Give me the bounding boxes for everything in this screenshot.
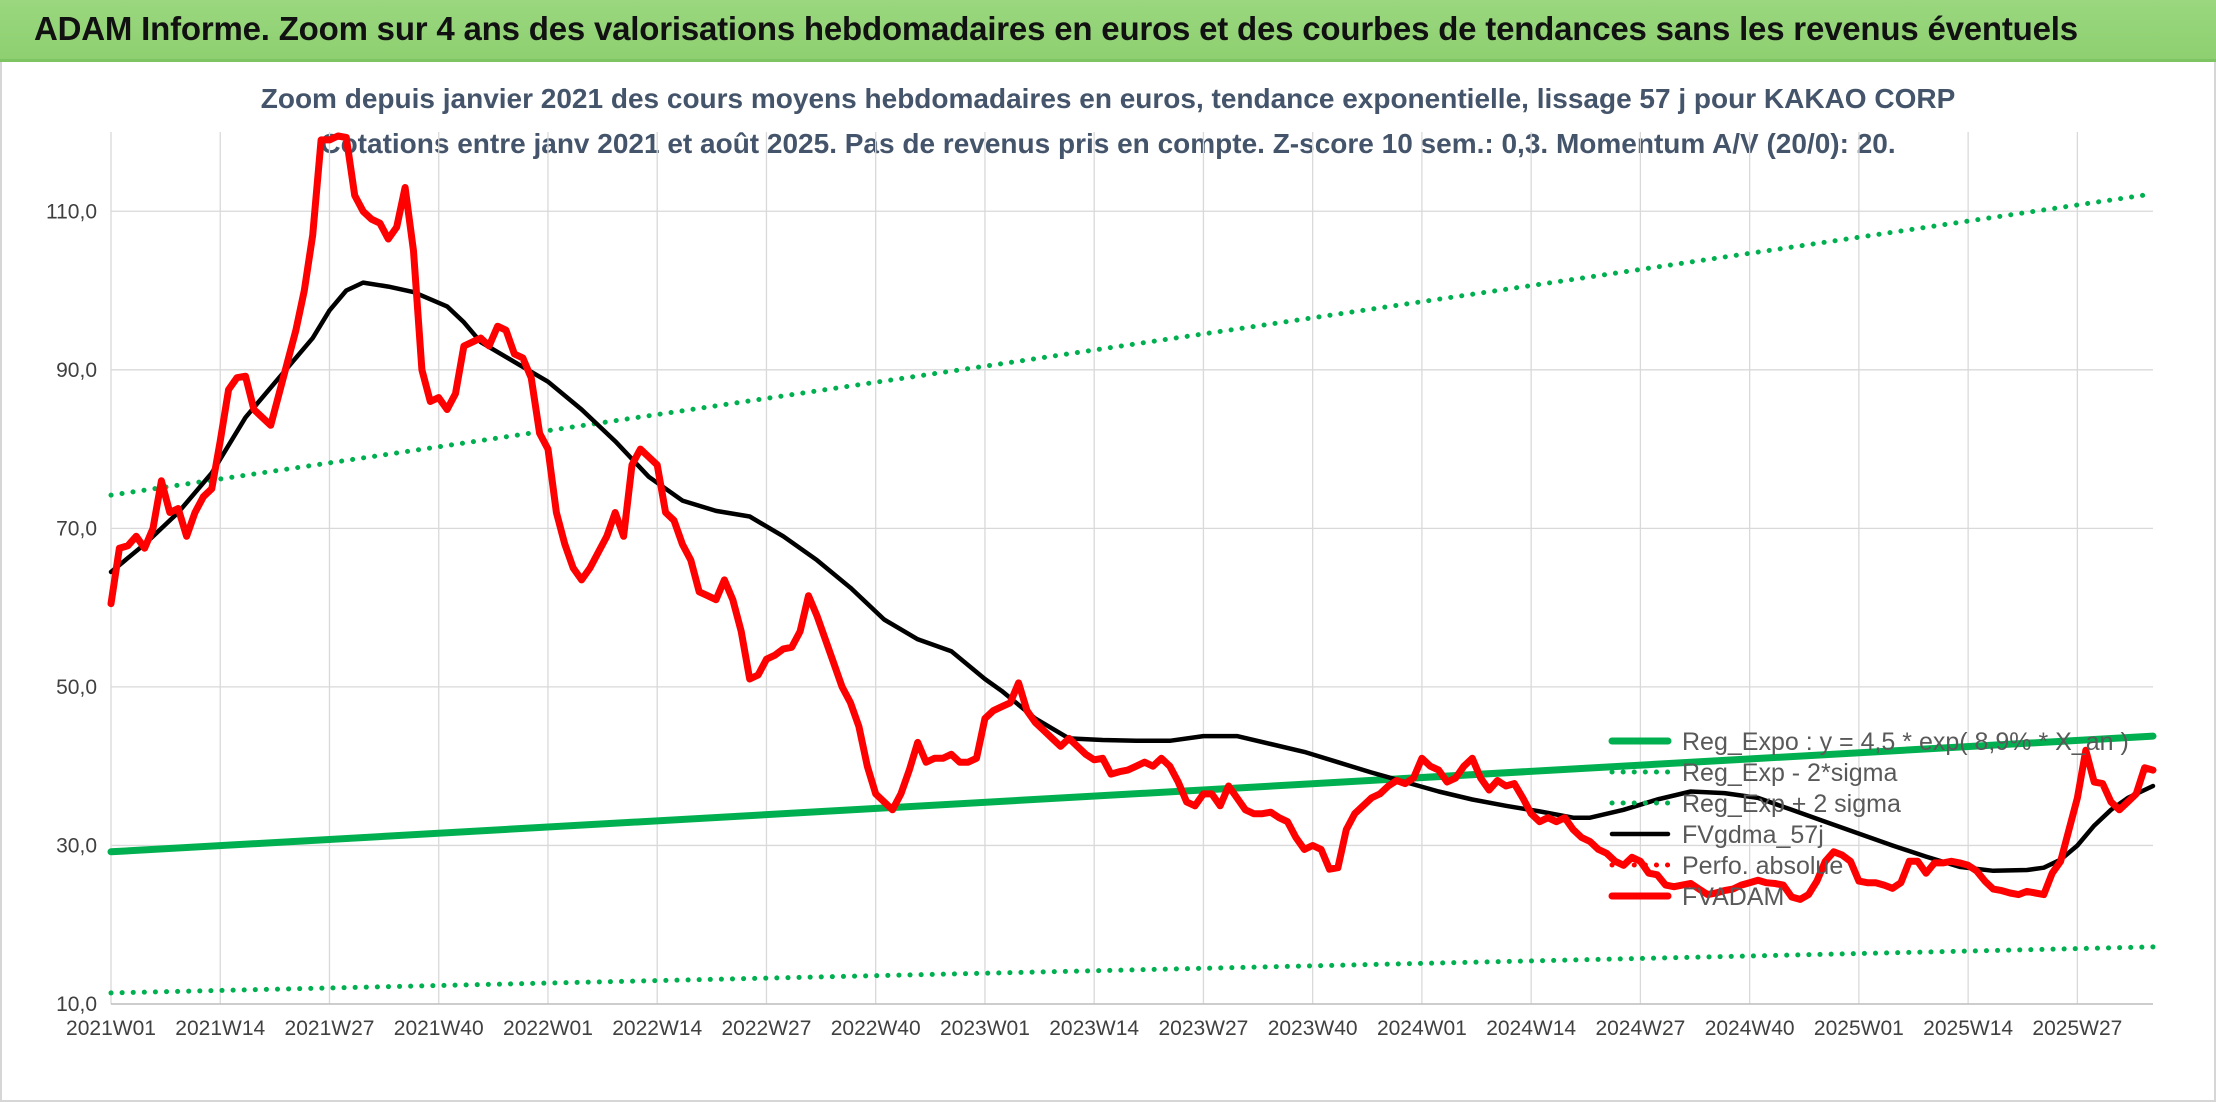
x-tick-label: 2022W01 — [503, 1017, 593, 1040]
plot-area — [107, 132, 2157, 996]
x-tick-label: 2022W40 — [831, 1017, 921, 1040]
y-tick-label: 110,0 — [46, 200, 97, 223]
chart-title: Zoom depuis janvier 2021 des cours moyen… — [261, 83, 1956, 114]
x-tick-label: 2021W01 — [66, 1017, 156, 1040]
y-axis: 10,0 30,0 50,0 70,0 90,0 110,0 — [46, 200, 97, 1016]
y-tick-label: 70,0 — [56, 517, 97, 540]
x-tick-label: 2023W01 — [940, 1017, 1030, 1040]
x-tick-label: 2024W01 — [1377, 1017, 1467, 1040]
x-tick-label: 2023W27 — [1158, 1017, 1248, 1040]
legend-label: FVgdma_57j — [1682, 821, 1824, 849]
x-tick-label: 2021W27 — [285, 1017, 375, 1040]
chart-subtitle: Cotations entre janv 2021 et août 2025. … — [320, 128, 1895, 159]
x-tick-label: 2021W40 — [394, 1017, 484, 1040]
legend-label: Reg_Exp + 2 sigma — [1682, 790, 1901, 818]
legend-label: Reg_Expo : y = 4,5 * exp( 8,9% * X_an ) — [1682, 728, 2129, 756]
legend: Reg_Expo : y = 4,5 * exp( 8,9% * X_an ) R… — [1608, 728, 2129, 911]
report-title: ADAM Informe. Zoom sur 4 ans des valoris… — [34, 10, 2078, 47]
x-tick-label: 2023W40 — [1268, 1017, 1358, 1040]
chart: Zoom depuis janvier 2021 des cours moyen… — [46, 83, 2157, 1040]
y-tick-label: 10,0 — [56, 993, 97, 1016]
series-line-reg_exp — [108, 191, 2156, 498]
series-line-fvgdma_57j — [108, 280, 2156, 874]
x-tick-label: 2021W14 — [175, 1017, 265, 1040]
x-tick-label: 2025W27 — [2032, 1017, 2122, 1040]
x-tick-label: 2024W27 — [1595, 1017, 1685, 1040]
legend-label: Perfo. absolue — [1682, 852, 1843, 880]
x-tick-label: 2022W14 — [612, 1017, 702, 1040]
x-tick-label: 2025W01 — [1814, 1017, 1904, 1040]
x-tick-label: 2025W14 — [1923, 1017, 2013, 1040]
x-tick-label: 2023W14 — [1049, 1017, 1139, 1040]
series-line-reg_exp — [108, 944, 2156, 996]
report-banner: ADAM Informe. Zoom sur 4 ans des valoris… — [0, 0, 2216, 62]
legend-label: FVADAM — [1682, 883, 1784, 911]
y-tick-label: 30,0 — [56, 834, 97, 857]
x-tick-label: 2024W40 — [1705, 1017, 1795, 1040]
x-axis: 2021W01 2021W14 2021W27 2021W40 2022W01 2022W… — [66, 1003, 2153, 1040]
legend-label: Reg_Exp - 2*sigma — [1682, 759, 1897, 787]
x-tick-label: 2024W14 — [1486, 1017, 1576, 1040]
y-tick-label: 50,0 — [56, 676, 97, 699]
y-tick-label: 90,0 — [56, 359, 97, 382]
series-line-reg_expo — [107, 732, 2157, 856]
series-line-fvadam — [107, 132, 2157, 903]
x-tick-label: 2022W27 — [722, 1017, 812, 1040]
